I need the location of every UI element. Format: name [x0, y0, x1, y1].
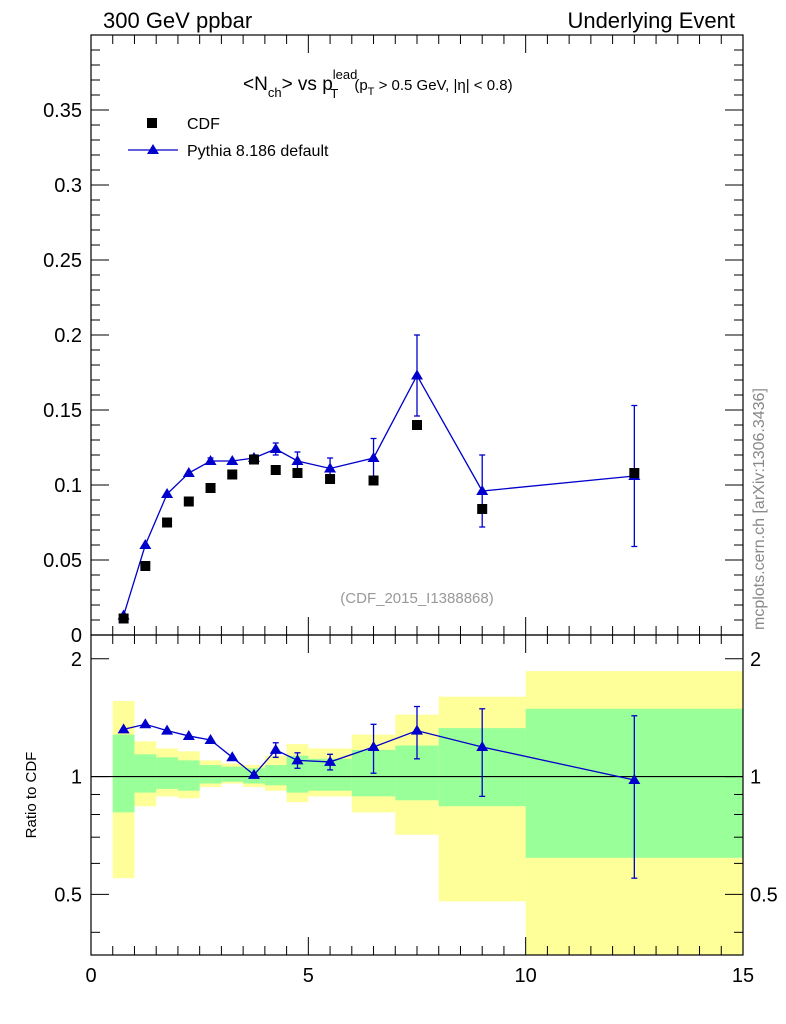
main-y-tick-label: 0.3	[54, 175, 82, 197]
analysis-watermark: (CDF_2015_I1388868)	[340, 590, 493, 607]
green-band-bin	[112, 734, 135, 813]
main-mc-point	[182, 467, 195, 477]
green-band-bin	[199, 765, 222, 784]
ratio-y-tick-label-right: 2	[750, 649, 761, 671]
ratio-x-tick-label: 10	[515, 965, 537, 987]
legend-data-marker	[147, 118, 157, 128]
main-data-point	[249, 454, 259, 465]
main-y-tick-label: 0.25	[43, 250, 82, 272]
green-band-bin	[177, 760, 200, 791]
main-data-point	[162, 517, 173, 528]
main-y-tick-label: 0.2	[54, 325, 82, 347]
legend-data-label: CDF	[187, 116, 220, 133]
header-right: Underlying Event	[567, 8, 735, 33]
main-axis-ticks	[90, 34, 744, 636]
main-mc-point	[204, 455, 217, 465]
main-data-point	[118, 613, 129, 624]
main-data-point	[227, 469, 238, 480]
legend-mc-label: Pythia 8.186 default	[187, 143, 329, 160]
ratio-mc-point	[367, 741, 380, 751]
ratio-mc-point	[248, 768, 260, 779]
main-data-point	[292, 468, 303, 478]
main-mc-point	[269, 443, 282, 453]
main-mc-line	[122, 374, 635, 616]
main-mc-point	[161, 488, 174, 498]
ratio-mc-point	[628, 773, 641, 784]
main-data-point	[325, 474, 336, 484]
ratio-y-tick-label-left: 2	[71, 649, 82, 671]
main-y-tick-label: 0.1	[54, 475, 82, 497]
main-data-point	[205, 483, 216, 493]
side-credit-text: mcplots.cern.ch [arXiv:1306.3436]	[751, 388, 768, 630]
ratio-x-tick-label: 5	[303, 965, 314, 987]
main-mc-series	[117, 334, 641, 620]
ratio-x-tick-label: 0	[85, 965, 96, 987]
ratio-mc-series	[117, 705, 641, 879]
ratio-y-axis-label: Ratio to CDF	[23, 752, 40, 839]
main-y-tick-labels: 0 0.05 0.1 0.15 0.2 0.25 0.3 0.35	[43, 100, 82, 647]
main-mc-point	[476, 485, 489, 495]
main-y-tick-label: 0.35	[43, 100, 82, 122]
ratio-mc-point	[182, 729, 195, 740]
green-band-bin	[221, 766, 244, 782]
ratio-mc-point	[269, 743, 282, 754]
green-band-bin	[264, 765, 287, 786]
main-mc-point	[139, 539, 152, 549]
main-mc-point	[226, 455, 239, 465]
ratio-x-tick-labels: 0 5 10 15	[85, 965, 754, 987]
main-data-point	[270, 465, 281, 475]
legend-mc-marker	[147, 144, 159, 154]
ratio-y-tick-label-left: 1	[71, 767, 82, 789]
ratio-mc-point	[204, 734, 217, 745]
ratio-mc-point	[226, 751, 239, 762]
main-data-point	[368, 475, 379, 486]
ratio-x-tick-label: 15	[732, 965, 754, 987]
ratio-y-tick-label-left: 0.5	[54, 884, 82, 906]
main-y-tick-label: 0.15	[43, 400, 82, 422]
main-data-point	[629, 468, 640, 478]
main-y-tick-label: 0	[71, 625, 82, 647]
main-data-series	[118, 420, 640, 624]
ratio-mc-point	[291, 754, 304, 765]
ratio-y-tick-labels: 0.5 0.5 1 1 2 2	[54, 649, 778, 907]
ratio-mc-point	[117, 723, 130, 734]
plot-title: <Nch> vs plead T (pT > 0.5 GeV, |η| < 0.8)	[243, 67, 513, 101]
ratio-mc-point	[324, 755, 337, 766]
ratio-y-tick-label-right: 1	[750, 767, 761, 789]
green-band-bin	[156, 757, 178, 789]
ratio-mc-point	[411, 724, 423, 735]
main-data-point	[412, 420, 422, 430]
main-mc-point	[291, 455, 304, 465]
ratio-mc-point	[161, 724, 174, 735]
main-data-point	[183, 496, 194, 507]
main-mc-point	[324, 462, 337, 473]
main-y-tick-label: 0.05	[43, 550, 82, 572]
main-data-point	[140, 561, 151, 571]
main-mc-point	[411, 369, 423, 380]
ratio-mc-point	[476, 741, 489, 751]
main-mc-point	[367, 452, 380, 462]
green-band-bin	[134, 754, 157, 793]
ratio-mc-point	[139, 718, 152, 729]
green-band-bin	[286, 755, 309, 793]
main-data-point	[477, 504, 488, 514]
header-left: 300 GeV ppbar	[103, 8, 252, 33]
ratio-y-tick-label-right: 0.5	[750, 884, 778, 906]
